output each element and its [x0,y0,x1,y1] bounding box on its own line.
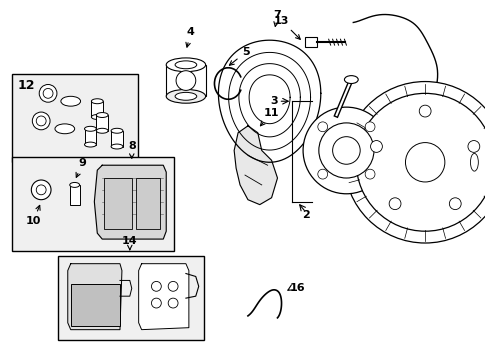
Ellipse shape [61,96,81,106]
Bar [91,101,103,117]
Bar [96,115,108,131]
Text: 16: 16 [289,283,305,293]
Ellipse shape [111,144,122,149]
Text: 4: 4 [185,27,194,47]
Circle shape [365,169,374,179]
Text: 6: 6 [471,183,479,193]
Bar [305,37,316,47]
Text: 15: 15 [397,101,412,111]
Circle shape [370,140,382,152]
Text: 14: 14 [122,236,137,250]
Circle shape [32,112,50,130]
Text: 10: 10 [25,206,41,226]
Ellipse shape [91,99,103,104]
Text: 5: 5 [229,47,249,65]
Text: 11: 11 [260,108,279,126]
Text: 9: 9 [76,158,86,177]
Ellipse shape [96,128,108,133]
Circle shape [303,107,389,194]
Text: 2: 2 [302,211,309,220]
Circle shape [448,198,460,210]
Circle shape [356,93,488,231]
Circle shape [36,185,46,195]
Circle shape [356,93,488,231]
Circle shape [317,169,327,179]
Bar [12,74,138,162]
Bar [58,256,203,339]
Text: 12: 12 [18,78,35,91]
Polygon shape [94,165,166,239]
Text: 13: 13 [273,15,300,39]
Ellipse shape [91,114,103,120]
Circle shape [318,123,373,178]
Ellipse shape [467,148,480,176]
Bar [166,65,205,96]
Ellipse shape [96,113,108,117]
Text: 1: 1 [0,359,1,360]
Circle shape [168,298,178,308]
Ellipse shape [84,126,96,131]
Circle shape [344,82,488,243]
Bar [84,129,96,145]
Polygon shape [218,40,320,162]
Text: 7: 7 [273,10,281,26]
Text: 8: 8 [128,140,135,158]
Circle shape [36,116,46,126]
Circle shape [39,85,57,102]
Text: 3: 3 [270,96,278,106]
Bar [111,131,122,147]
Circle shape [405,143,444,182]
Ellipse shape [84,142,96,147]
Circle shape [388,198,400,210]
Bar [70,185,80,204]
Bar [104,178,131,229]
Ellipse shape [55,124,75,134]
Circle shape [332,137,360,164]
Circle shape [467,140,479,152]
Ellipse shape [344,76,358,84]
Circle shape [43,89,53,98]
Ellipse shape [175,61,196,69]
Circle shape [366,103,483,221]
Bar [136,178,160,229]
Polygon shape [139,264,188,330]
Ellipse shape [166,58,205,72]
Circle shape [365,122,374,132]
Circle shape [151,298,161,308]
Circle shape [317,122,327,132]
Circle shape [389,127,460,198]
Circle shape [168,282,178,291]
Bar [71,284,120,326]
Polygon shape [234,126,277,204]
Ellipse shape [111,128,122,133]
Ellipse shape [469,153,477,171]
Circle shape [418,105,430,117]
Circle shape [31,180,51,200]
Ellipse shape [175,93,196,100]
Ellipse shape [70,183,80,188]
Bar [12,157,174,251]
Circle shape [176,71,195,90]
Circle shape [151,282,161,291]
Ellipse shape [166,89,205,103]
Polygon shape [68,264,122,330]
